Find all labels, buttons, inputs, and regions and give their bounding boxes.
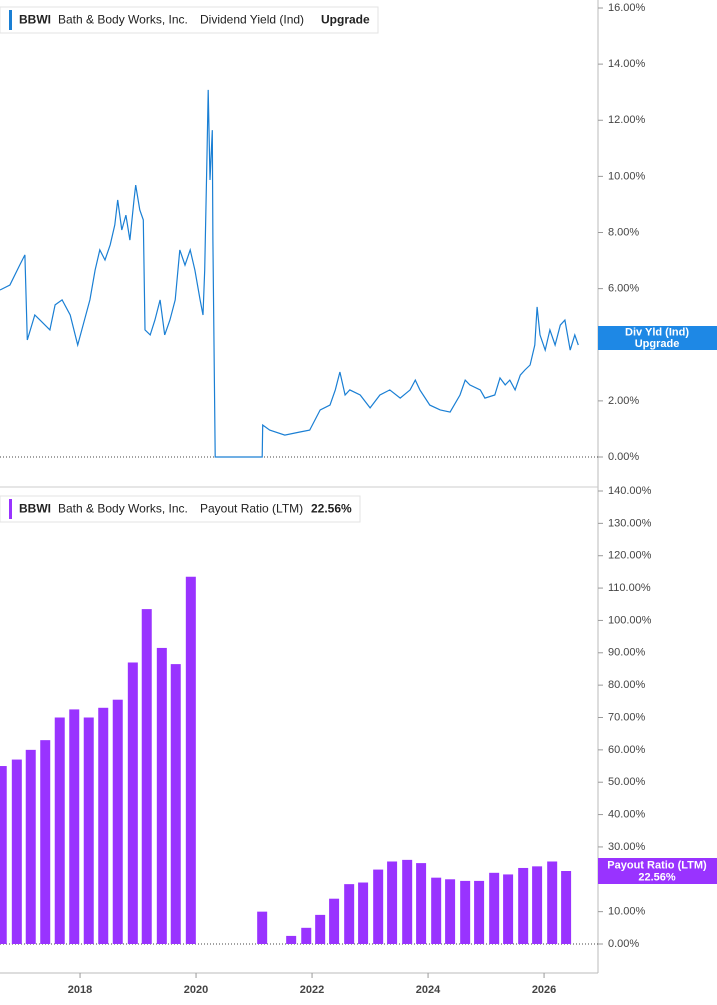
- bar: [358, 882, 369, 944]
- bar: [185, 576, 196, 944]
- bar: [402, 859, 413, 944]
- y-tick-label: 0.00%: [608, 938, 639, 950]
- value-badge: [598, 858, 717, 884]
- x-tick-label: 2024: [416, 984, 441, 996]
- bar: [257, 911, 268, 944]
- bar: [127, 662, 138, 944]
- bar: [547, 861, 558, 944]
- bar: [474, 880, 485, 944]
- bar: [25, 749, 36, 944]
- bar: [98, 707, 109, 944]
- bar: [344, 884, 355, 944]
- bar: [286, 935, 297, 944]
- y-tick-label: 80.00%: [608, 679, 646, 691]
- bar: [561, 871, 572, 944]
- y-tick-label: 10.00%: [608, 906, 646, 918]
- y-tick-label: 70.00%: [608, 711, 646, 723]
- y-tick-label: 6.00%: [608, 283, 639, 295]
- bar: [503, 874, 514, 944]
- value-badge: [598, 326, 717, 350]
- y-tick-label: 0.00%: [608, 451, 639, 463]
- bar: [141, 609, 152, 944]
- y-tick-label: 140.00%: [608, 485, 652, 497]
- bar: [329, 898, 340, 944]
- badge-label: Div Yld (Ind): [625, 326, 689, 338]
- legend-metric: Payout Ratio (LTM): [200, 502, 303, 516]
- y-tick-label: 40.00%: [608, 808, 646, 820]
- bar: [112, 699, 123, 944]
- y-tick-label: 8.00%: [608, 226, 639, 238]
- bar: [518, 867, 529, 944]
- legend-company: Bath & Body Works, Inc.: [58, 13, 188, 27]
- x-tick-label: 2026: [532, 984, 556, 996]
- bar: [11, 759, 22, 944]
- y-tick-label: 90.00%: [608, 647, 646, 659]
- y-tick-label: 30.00%: [608, 841, 646, 853]
- y-tick-label: 10.00%: [608, 170, 646, 182]
- legend-status[interactable]: Upgrade: [321, 13, 370, 27]
- y-tick-label: 130.00%: [608, 517, 652, 529]
- y-tick-label: 100.00%: [608, 614, 652, 626]
- bar: [315, 914, 326, 944]
- bar: [0, 766, 7, 944]
- x-tick-label: 2018: [68, 984, 92, 996]
- legend-ticker: BBWI: [19, 502, 51, 516]
- legend-value: 22.56%: [311, 502, 352, 516]
- bar: [445, 879, 456, 944]
- y-tick-label: 120.00%: [608, 550, 652, 562]
- bar: [373, 869, 384, 944]
- y-tick-label: 16.00%: [608, 2, 646, 14]
- x-tick-label: 2022: [300, 984, 324, 996]
- badge-value: 22.56%: [638, 871, 676, 883]
- y-tick-label: 12.00%: [608, 114, 646, 126]
- legend-swatch: [9, 499, 12, 519]
- bar: [83, 717, 94, 944]
- legend-company: Bath & Body Works, Inc.: [58, 502, 188, 516]
- badge-status[interactable]: Upgrade: [635, 338, 680, 350]
- x-tick-label: 2020: [184, 984, 208, 996]
- y-tick-label: 14.00%: [608, 58, 646, 70]
- legend-metric: Dividend Yield (Ind): [200, 13, 304, 27]
- bar: [387, 861, 398, 944]
- bar: [416, 863, 427, 944]
- legend-box: [0, 495, 361, 523]
- bar: [431, 877, 442, 944]
- bar: [301, 927, 312, 944]
- y-tick-label: 2.00%: [608, 395, 639, 407]
- y-tick-label: 110.00%: [608, 582, 651, 594]
- bar: [40, 740, 51, 944]
- bar: [460, 880, 471, 944]
- data-line: [0, 89, 579, 458]
- bar: [170, 664, 181, 944]
- bar: [489, 872, 500, 944]
- y-tick-label: 60.00%: [608, 744, 646, 756]
- badge-label: Payout Ratio (LTM): [607, 859, 707, 871]
- y-tick-label: 50.00%: [608, 776, 646, 788]
- bar: [156, 647, 167, 944]
- legend-swatch: [9, 10, 12, 30]
- bar: [69, 709, 80, 944]
- legend-box: [0, 6, 379, 34]
- bar: [54, 717, 65, 944]
- bar: [532, 866, 543, 944]
- legend-ticker: BBWI: [19, 13, 51, 27]
